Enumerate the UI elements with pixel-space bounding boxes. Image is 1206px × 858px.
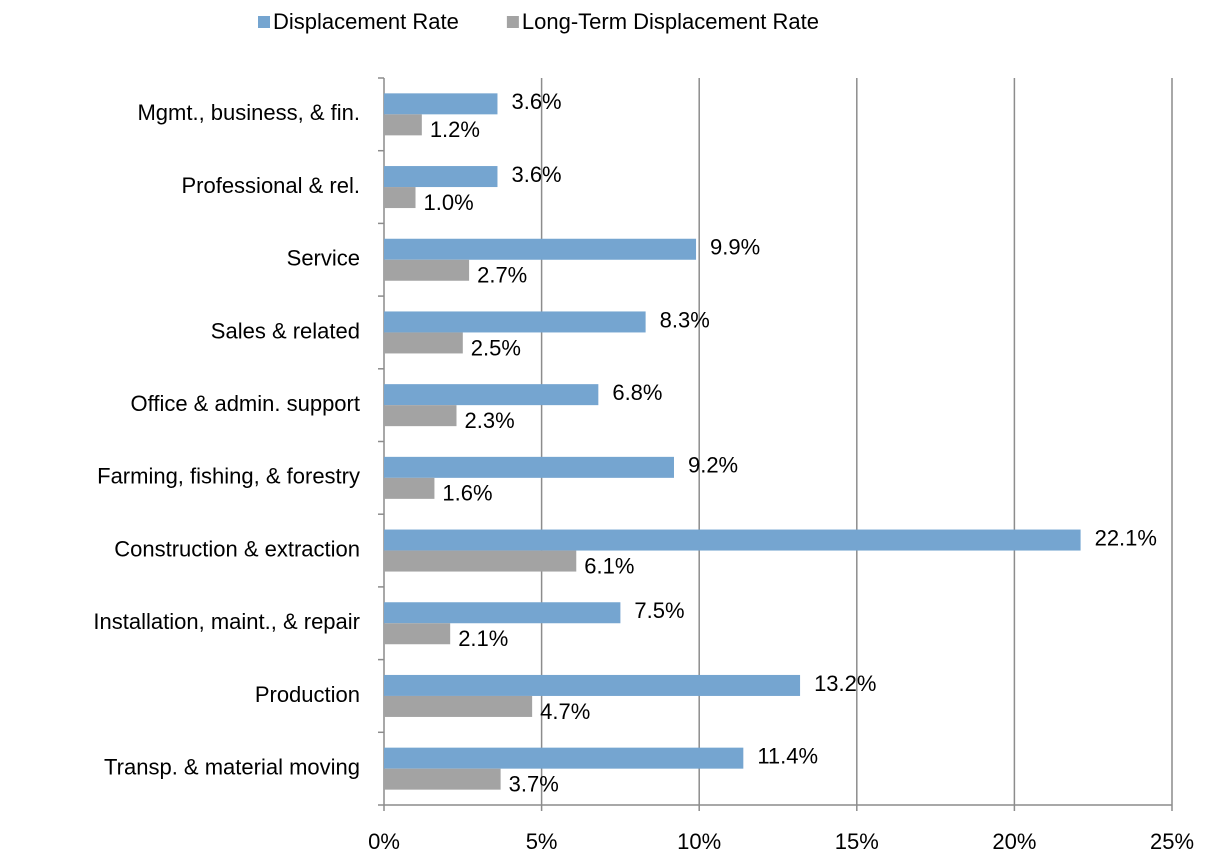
bar — [384, 623, 451, 645]
y-tick-label: Sales & related — [211, 318, 360, 343]
data-label: 4.7% — [540, 699, 590, 724]
y-tick-label: Installation, maint., & repair — [93, 609, 360, 634]
data-label: 2.1% — [458, 626, 508, 651]
data-label: 22.1% — [1095, 525, 1157, 550]
bar — [384, 456, 674, 478]
bar — [384, 529, 1081, 551]
bar — [384, 311, 646, 333]
data-label: 3.7% — [509, 771, 559, 796]
x-tick-label: 25% — [1150, 829, 1194, 854]
y-tick-label: Transp. & material moving — [104, 754, 360, 779]
data-label: 3.6% — [511, 162, 561, 187]
x-tick-label: 15% — [835, 829, 879, 854]
data-label: 2.7% — [477, 263, 527, 288]
y-tick-label: Farming, fishing, & forestry — [97, 464, 360, 489]
bar — [384, 747, 744, 769]
x-tick-label: 20% — [992, 829, 1036, 854]
data-label: 2.3% — [464, 408, 514, 433]
x-tick-label: 10% — [677, 829, 721, 854]
data-label: 7.5% — [634, 598, 684, 623]
bar — [384, 114, 422, 136]
legend-label: Long-Term Displacement Rate — [522, 9, 819, 34]
bar — [384, 550, 577, 572]
bar — [384, 477, 435, 499]
y-tick-label: Construction & extraction — [114, 536, 360, 561]
bar — [384, 405, 457, 427]
bar — [384, 695, 533, 717]
bar — [384, 384, 599, 406]
data-label: 2.5% — [471, 335, 521, 360]
data-label: 1.6% — [442, 481, 492, 506]
legend-swatch — [258, 16, 270, 28]
data-label: 9.9% — [710, 235, 760, 260]
y-tick-label: Professional & rel. — [181, 173, 360, 198]
y-tick-label: Office & admin. support — [131, 391, 361, 416]
data-label: 1.2% — [430, 117, 480, 142]
x-tick-label: 0% — [368, 829, 400, 854]
bar — [384, 259, 470, 281]
bar — [384, 332, 463, 354]
bar — [384, 768, 501, 790]
y-tick-label: Mgmt., business, & fin. — [137, 100, 360, 125]
legend-label: Displacement Rate — [273, 9, 459, 34]
data-label: 11.4% — [757, 743, 818, 768]
bar — [384, 238, 697, 260]
data-label: 13.2% — [814, 671, 876, 696]
bar — [384, 187, 416, 209]
bar — [384, 93, 498, 115]
data-label: 1.0% — [424, 190, 474, 215]
data-label: 8.3% — [660, 307, 710, 332]
y-tick-label: Production — [255, 682, 360, 707]
bar — [384, 602, 621, 624]
data-label: 3.6% — [511, 89, 561, 114]
data-label: 9.2% — [688, 453, 738, 478]
data-label: 6.1% — [584, 553, 634, 578]
x-tick-label: 5% — [526, 829, 558, 854]
legend-swatch — [506, 16, 519, 28]
bar — [384, 674, 801, 696]
data-label: 6.8% — [612, 380, 662, 405]
bar — [384, 166, 498, 188]
y-tick-label: Service — [287, 246, 360, 271]
